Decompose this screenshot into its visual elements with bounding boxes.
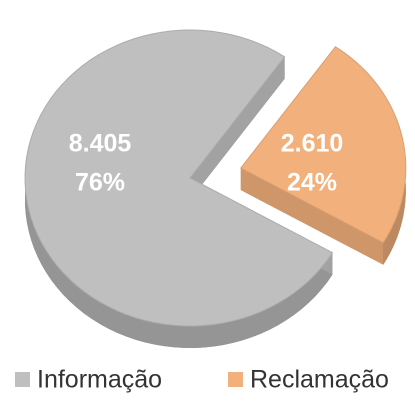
value-label: 8.405 — [69, 130, 132, 158]
legend-label: Reclamação — [250, 366, 389, 394]
legend: Informação Reclamação — [15, 366, 389, 394]
legend-swatch — [228, 372, 243, 387]
slice-edge — [240, 168, 384, 265]
slice — [240, 46, 407, 244]
slice — [24, 29, 334, 327]
percent-label: 76% — [75, 169, 125, 197]
data-labels: 8.405 76% 2.610 24% — [69, 130, 344, 197]
percent-label: 24% — [287, 169, 337, 197]
legend-label: Informação — [37, 366, 162, 394]
value-label: 2.610 — [281, 130, 344, 158]
pie — [24, 29, 407, 348]
legend-swatch — [15, 372, 30, 387]
slice-edge — [190, 56, 285, 200]
